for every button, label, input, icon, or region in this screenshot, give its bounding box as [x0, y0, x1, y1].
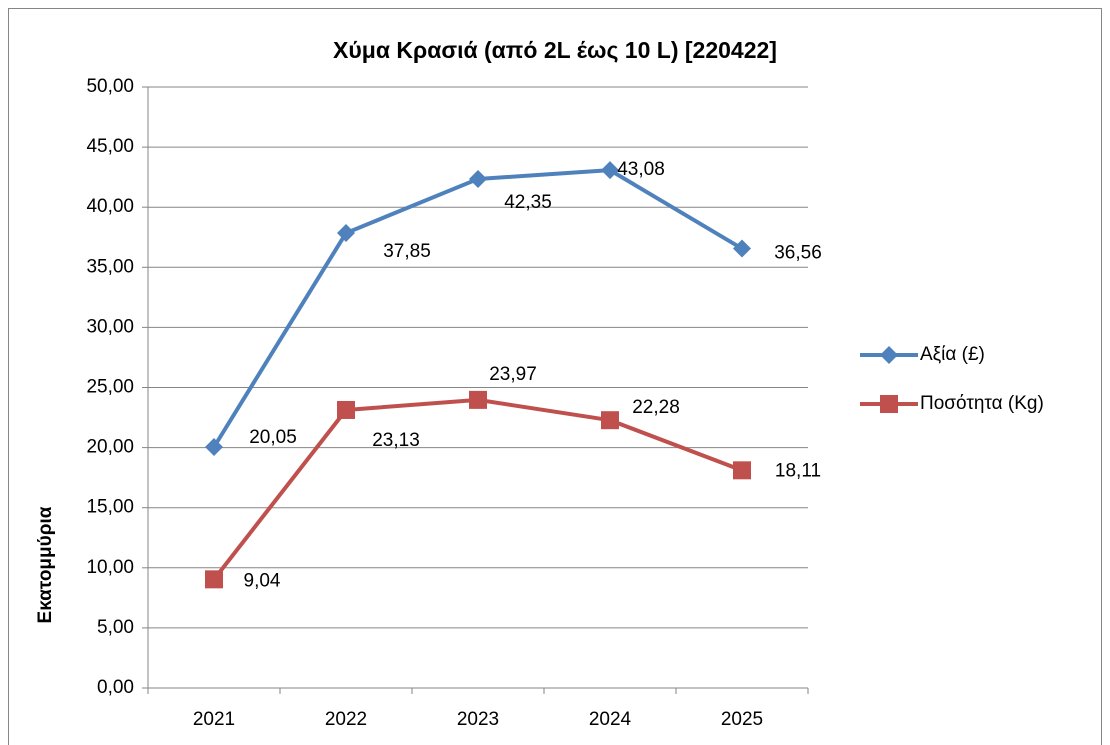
- data-point: [205, 437, 223, 456]
- data-label: 42,35: [504, 192, 552, 213]
- data-point: [205, 570, 223, 589]
- chart-title: Χύμα Κρασιά (από 2L έως 10 L) [220422]: [333, 37, 777, 63]
- data-label: 18,11: [775, 460, 821, 481]
- y-tick-label: 45,00: [86, 136, 134, 157]
- data-point: [601, 161, 619, 180]
- x-tick-label: 2021: [193, 709, 235, 730]
- data-label: 23,97: [489, 364, 537, 385]
- y-tick-label: 0,00: [97, 677, 134, 698]
- y-tick-label: 20,00: [86, 437, 134, 458]
- data-label: 22,28: [632, 397, 680, 418]
- data-point: [733, 239, 751, 258]
- y-tick-label: 15,00: [86, 497, 134, 518]
- legend-marker: [880, 395, 898, 413]
- y-tick-label: 50,00: [86, 76, 134, 97]
- data-label: 23,13: [372, 430, 420, 451]
- data-point: [337, 400, 355, 419]
- x-tick-label: 2024: [589, 709, 632, 730]
- legend-marker: [880, 346, 898, 364]
- y-tick-label: 10,00: [86, 557, 134, 578]
- legend-label: Ποσότητα (Kg): [920, 393, 1044, 414]
- data-label: 36,56: [774, 243, 822, 264]
- y-axis-label: Εκατομμύρια: [35, 506, 56, 623]
- data-point: [601, 411, 619, 430]
- legend-label: Αξία (£): [920, 344, 985, 365]
- y-tick-label: 40,00: [86, 196, 134, 217]
- data-label: 20,05: [249, 427, 297, 448]
- chart-border: [8, 8, 1102, 745]
- data-label: 43,08: [617, 159, 665, 180]
- x-tick-label: 2022: [325, 709, 367, 730]
- y-tick-label: 30,00: [86, 316, 134, 337]
- data-point: [469, 169, 487, 188]
- y-tick-label: 5,00: [97, 617, 134, 638]
- y-tick-label: 25,00: [86, 377, 134, 398]
- x-tick-label: 2025: [721, 709, 763, 730]
- data-label: 37,85: [383, 241, 431, 262]
- data-point: [469, 390, 487, 409]
- data-point: [337, 224, 355, 243]
- data-label: 9,04: [244, 570, 281, 591]
- data-point: [733, 461, 751, 480]
- x-tick-label: 2023: [457, 709, 499, 730]
- y-tick-label: 35,00: [86, 256, 134, 277]
